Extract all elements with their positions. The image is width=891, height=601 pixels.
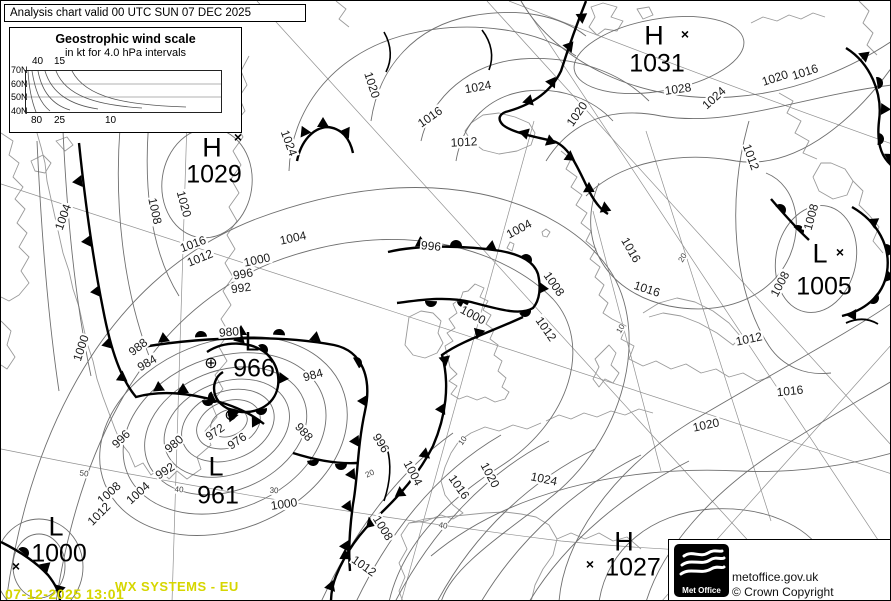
pressure-center-cross: × [11,558,21,574]
isobar-label: 1012 [449,134,479,150]
pressure-center-cross: × [680,26,690,42]
isobar-label: 1028 [662,80,694,98]
geostrophic-wind-scale: Geostrophic wind scale in kt for 4.0 hPa… [9,27,242,133]
pressure-center-cross: × [585,556,595,572]
isobar-label: 1000 [268,495,300,513]
title-bar: Analysis chart valid 00 UTC SUN 07 DEC 2… [4,4,306,22]
wind-scale-bottom-label: 80 [31,115,43,126]
met-office-logo-text: Met Office [682,586,721,595]
pressure-center-letter: L [812,238,828,269]
grid-label: 40 [437,520,449,531]
isobar-label: 996 [231,265,255,283]
pressure-center-letter: H [644,20,664,51]
pressure-center-letter: L [244,326,260,357]
low-center-marker: ⊕ [204,355,218,372]
wind-scale-subtitle: in kt for 4.0 hPa intervals [64,47,187,59]
pressure-center-letter: L [48,511,64,542]
wind-scale-lat-70n: 70N [11,65,28,75]
pressure-center-value: 1000 [31,539,87,568]
grid-label: 30 [269,485,279,496]
wind-scale-lat-40n: 40N [11,106,28,116]
met-office-waves-icon [679,549,726,576]
wx-systems-stamp: WX SYSTEMS - EU [115,579,239,594]
wind-scale-lat-50n: 50N [11,92,28,102]
pressure-center-cross: × [835,244,845,260]
wind-scale-curves [26,70,221,113]
wind-scale-top-label: 15 [54,56,66,67]
timestamp-stamp: 07-12-2025 13:01 [5,586,125,601]
isobar-label: 980 [217,324,241,340]
wind-scale-title: Geostrophic wind scale [55,32,196,46]
pressure-center-letter: H [614,526,634,557]
met-office-logo: Met Office [674,544,729,597]
isobar-label: 996 [419,238,443,254]
pressure-center-value: 1029 [186,160,242,189]
wind-scale-lat-60n: 60N [11,79,28,89]
pressure-center-value: 1005 [796,272,852,301]
pressure-center-value: 961 [197,481,239,510]
metoffice-url: metoffice.gov.uk [732,570,819,584]
credit-box: Met Office metoffice.gov.uk © Crown Copy… [668,539,890,600]
isobar-label: 992 [229,279,253,297]
crown-copyright: © Crown Copyright [732,585,834,599]
pressure-center-letter: H [202,132,222,163]
grid-label: 40 [174,484,184,495]
wind-scale-bottom-label: 25 [54,115,66,126]
wind-scale-top-label: 40 [32,56,44,67]
pressure-center-cross: × [233,129,243,145]
wind-scale-plot [25,70,222,113]
isobar-label: 1016 [775,382,805,400]
pressure-center-value: 966 [233,354,275,383]
pressure-center-value: 1031 [629,49,685,78]
pressure-center-value: 1027 [605,553,661,582]
low-center-marker: ⊕ [224,407,238,424]
chart-title: Analysis chart valid 00 UTC SUN 07 DEC 2… [10,7,251,19]
pressure-center-letter: L [208,451,224,482]
grid-label: 50 [79,468,90,479]
wind-scale-bottom-label: 10 [105,115,117,126]
